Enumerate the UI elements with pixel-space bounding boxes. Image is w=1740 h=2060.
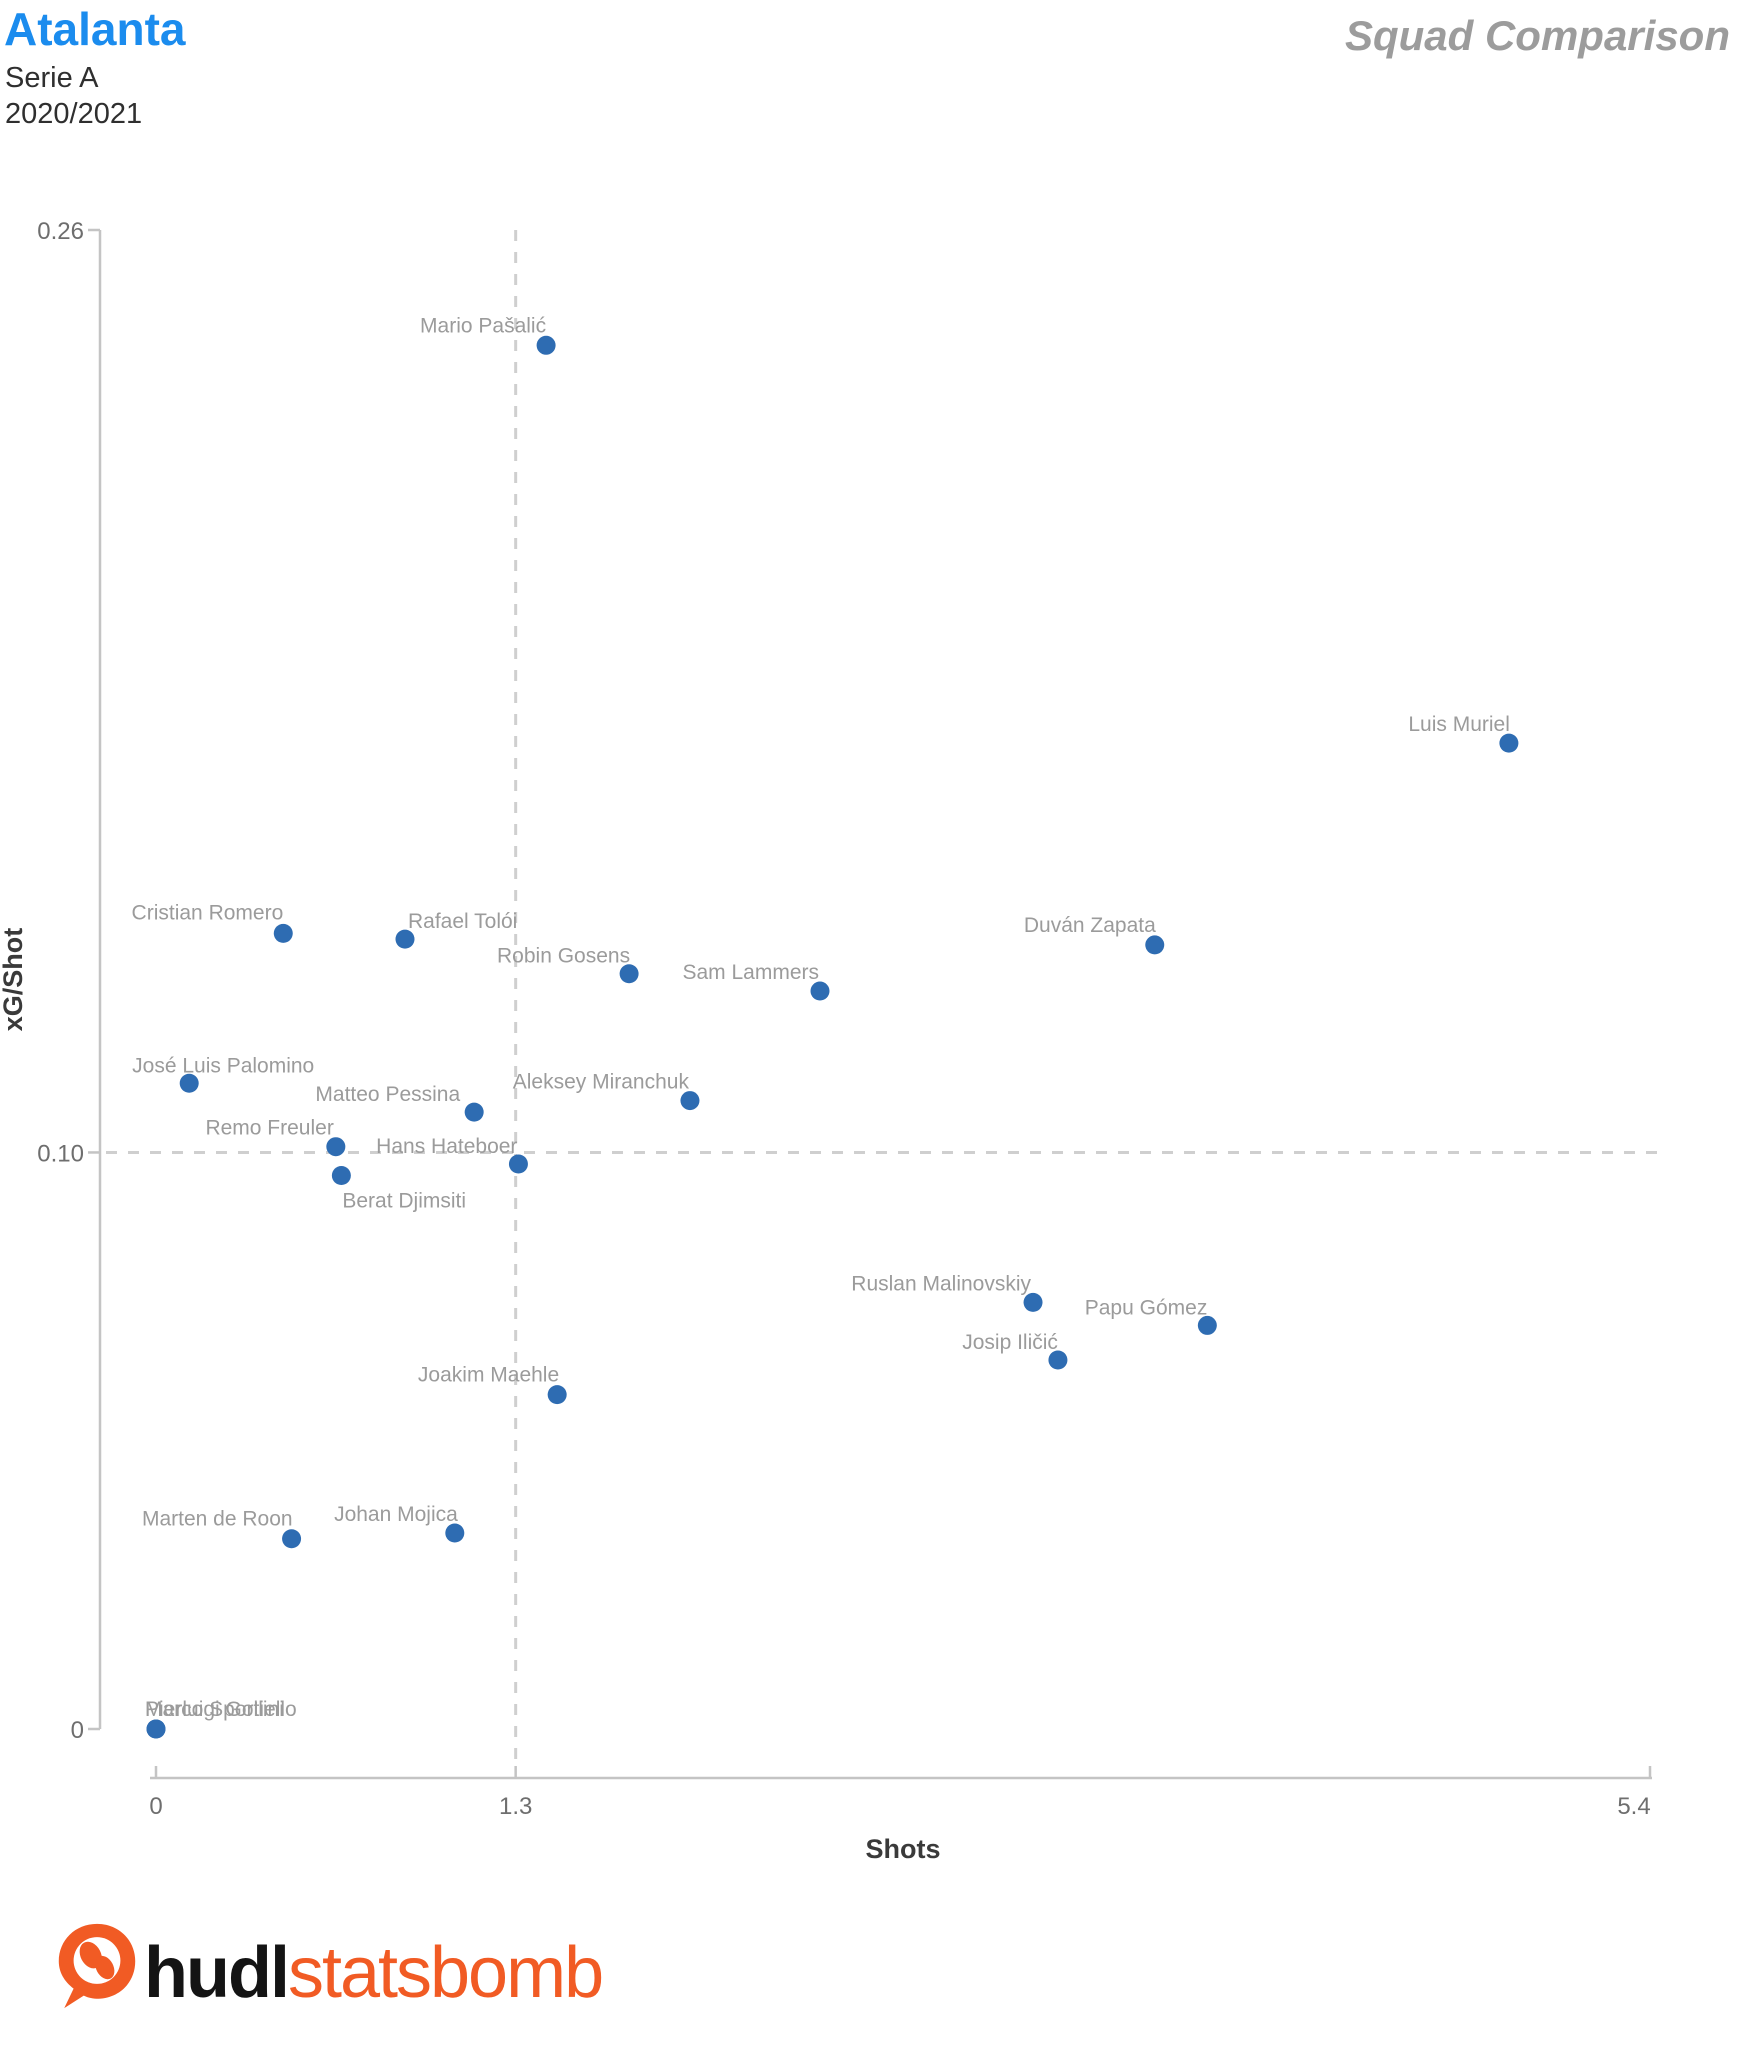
season-label: 2020/2021 [5,98,143,130]
data-point-remo-freuler [326,1137,346,1157]
data-point-luis-muriel [1499,733,1519,753]
data-point-mario-pasalic [536,335,556,355]
data-point-pierluigi-gollini [146,1719,166,1739]
point-label-robin-gosens: Robin Gosens [497,945,630,968]
y-axis-title: xG/Shot [0,928,28,1032]
data-point-josip-ilicic [1048,1350,1068,1370]
team-title: Atalanta [4,3,186,55]
data-point-jose-luis-palomino [179,1073,199,1093]
y-tick-label: 0 [71,1717,84,1744]
data-point-johan-mojica [445,1523,465,1543]
point-label-jose-luis-palomino: José Luis Palomino [132,1054,314,1077]
point-label-sam-lammers: Sam Lammers [682,961,819,984]
point-label-pierluigi-gollini: Pierluigi Gollini [145,1698,284,1721]
point-label-marco-sportiello: Marco Sportiello [145,1698,297,1721]
y-axis: 0.26 0.10 0 xG/Shot [0,218,102,1744]
x-axis: 0 1.3 5.4 Shots [149,1766,1652,1864]
point-label-joakim-maehle: Joakim Maehle [418,1364,559,1387]
y-tick-label: 0.10 [37,1140,84,1167]
point-label-cristian-romero: Cristian Romero [132,901,284,924]
point-label-aleksey-miranchuk: Aleksey Miranchuk [513,1071,690,1094]
point-label-josip-ilicic: Josip Iličić [962,1331,1058,1354]
data-point-berat-djimsiti [331,1166,351,1186]
point-label-marten-de-roon: Marten de Roon [142,1508,293,1531]
point-label-johan-mojica: Johan Mojica [334,1503,458,1526]
data-point-joakim-maehle [547,1385,567,1405]
data-point-sam-lammers [810,981,830,1001]
x-tick-label: 5.4 [1617,1793,1650,1820]
point-label-ruslan-malinovskiy: Ruslan Malinovskiy [851,1272,1031,1295]
data-point-rafael-toloi [395,929,415,949]
x-tick-label: 0 [149,1793,162,1820]
point-label-duvan-zapata: Duván Zapata [1024,914,1156,937]
point-label-remo-freuler: Remo Freuler [205,1117,333,1140]
report-title: Squad Comparison [1344,12,1730,59]
hudl-statsbomb-logo: hudl statsbomb [58,1922,604,2024]
point-labels: Mario Pašalić Luis Muriel Cristian Romero R… [132,314,1510,1721]
data-point-cristian-romero [273,923,293,943]
statsbomb-wordmark: statsbomb [287,1933,604,2013]
hudl-wordmark: hudl [144,1933,290,2013]
data-points [146,335,1519,1739]
data-point-papu-gomez [1197,1315,1217,1335]
data-point-duvan-zapata [1145,935,1165,955]
point-label-mario-pasalic: Mario Pašalić [420,314,546,337]
data-point-marten-de-roon [282,1529,302,1549]
data-point-ruslan-malinovskiy [1023,1292,1043,1312]
x-axis-title: Shots [865,1834,940,1864]
competition-label: Serie A [5,62,99,94]
reference-lines [106,230,1668,1770]
data-point-hans-hateboer [508,1154,528,1174]
data-point-aleksey-miranchuk [680,1091,700,1111]
point-label-hans-hateboer: Hans Hateboer [376,1135,517,1158]
y-tick-label: 0.26 [37,218,84,245]
point-label-rafael-toloi: Rafael Tolói [408,910,517,933]
scatter-chart: 0.26 0.10 0 xG/Shot 0 1.3 5.4 Shots Mario Pašali… [0,218,1668,1864]
point-label-papu-gomez: Papu Gómez [1085,1296,1208,1319]
data-point-robin-gosens [619,964,639,984]
data-point-matteo-pessina [464,1102,484,1122]
x-tick-label: 1.3 [499,1793,532,1820]
point-label-berat-djimsiti: Berat Djimsiti [342,1190,466,1213]
point-label-luis-muriel: Luis Muriel [1408,713,1510,736]
statsbomb-icon [58,1923,136,2009]
point-label-matteo-pessina: Matteo Pessina [315,1083,460,1106]
